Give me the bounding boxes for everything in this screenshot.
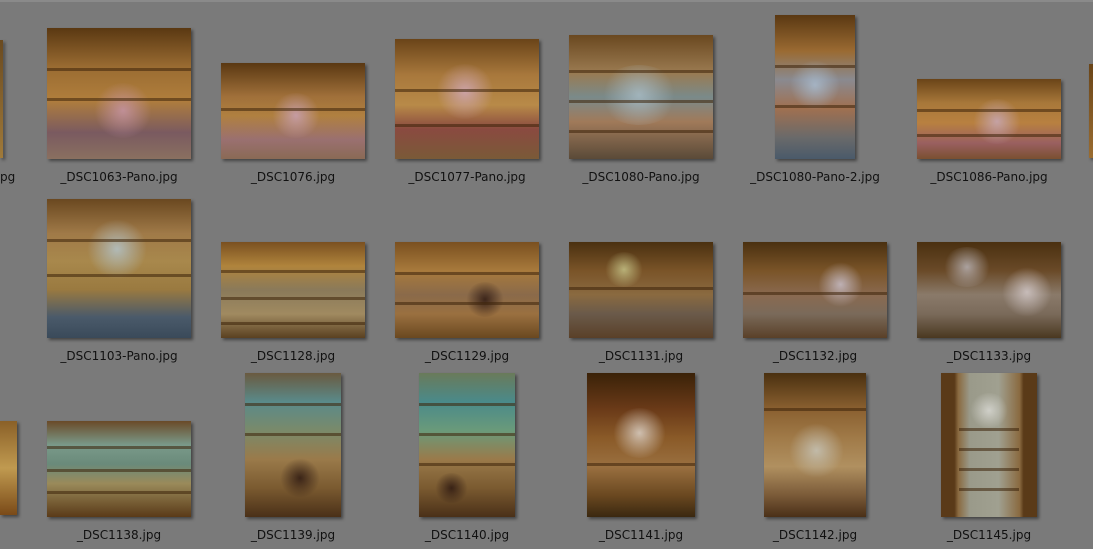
file-item[interactable]: _DSC1080-Pano.jpg — [561, 20, 721, 190]
file-item[interactable]: _DSC1080-Pano-2.jpg — [735, 15, 895, 190]
thumbnail-image[interactable] — [221, 242, 365, 338]
thumbnail-image[interactable] — [941, 373, 1037, 517]
file-item[interactable]: _DSC1131.jpg — [561, 199, 721, 369]
file-label: _DSC1138.jpg — [76, 528, 162, 542]
file-label: _DSC1139.jpg — [250, 528, 336, 542]
file-item[interactable]: _DSC1132.jpg — [735, 199, 895, 369]
thumbnail-partial-left-row1[interactable] — [0, 40, 3, 158]
file-label: _DSC1128.jpg — [250, 349, 336, 363]
thumbnail-image[interactable] — [917, 79, 1061, 159]
thumbnail-image[interactable] — [764, 373, 866, 517]
thumbnail-image[interactable] — [47, 28, 191, 159]
thumbnail-partial-right-row1[interactable] — [1089, 64, 1093, 158]
file-label-partial-left: pg — [0, 170, 16, 184]
thumbnail-partial-left-row3[interactable] — [0, 421, 17, 515]
thumbnail-image[interactable] — [775, 15, 855, 159]
window-top-border — [0, 0, 1093, 2]
file-label: _DSC1129.jpg — [424, 349, 510, 363]
file-item[interactable]: _DSC1133.jpg — [909, 199, 1069, 369]
thumbnail-image[interactable] — [419, 373, 515, 517]
file-label: _DSC1145.jpg — [946, 528, 1032, 542]
file-item[interactable]: _DSC1129.jpg — [387, 199, 547, 369]
thumbnail-image[interactable] — [917, 242, 1061, 338]
file-item[interactable]: _DSC1139.jpg — [213, 373, 373, 548]
file-item[interactable]: _DSC1138.jpg — [39, 378, 199, 548]
file-item[interactable]: _DSC1076.jpg — [213, 20, 373, 190]
file-label: _DSC1132.jpg — [772, 349, 858, 363]
file-item[interactable]: _DSC1140.jpg — [387, 373, 547, 548]
thumbnail-image[interactable] — [245, 373, 341, 517]
thumbnail-image[interactable] — [221, 63, 365, 159]
file-label: _DSC1133.jpg — [946, 349, 1032, 363]
file-item[interactable]: _DSC1077-Pano.jpg — [387, 20, 547, 190]
file-item[interactable]: _DSC1141.jpg — [561, 373, 721, 548]
thumbnail-image[interactable] — [395, 242, 539, 338]
file-item[interactable]: _DSC1086-Pano.jpg — [909, 20, 1069, 190]
file-label: _DSC1080-Pano-2.jpg — [750, 170, 880, 184]
file-item[interactable]: _DSC1103-Pano.jpg — [39, 199, 199, 369]
thumbnail-image[interactable] — [569, 242, 713, 338]
file-label: _DSC1140.jpg — [424, 528, 510, 542]
file-label: _DSC1142.jpg — [772, 528, 858, 542]
file-label: _DSC1141.jpg — [598, 528, 684, 542]
thumbnail-image[interactable] — [743, 242, 887, 338]
file-item[interactable]: _DSC1063-Pano.jpg — [39, 20, 199, 190]
file-label: _DSC1086-Pano.jpg — [930, 170, 1048, 184]
thumbnail-image[interactable] — [587, 373, 695, 517]
file-label: _DSC1076.jpg — [250, 170, 336, 184]
thumbnail-image[interactable] — [569, 35, 713, 159]
file-item[interactable]: _DSC1128.jpg — [213, 199, 373, 369]
file-item[interactable]: _DSC1145.jpg — [909, 373, 1069, 548]
thumbnail-image[interactable] — [395, 39, 539, 159]
file-label: _DSC1063-Pano.jpg — [60, 170, 178, 184]
file-label: _DSC1131.jpg — [598, 349, 684, 363]
file-label: _DSC1080-Pano.jpg — [582, 170, 700, 184]
thumbnail-image[interactable] — [47, 199, 191, 338]
thumbnail-image[interactable] — [47, 421, 191, 517]
file-item[interactable]: _DSC1142.jpg — [735, 373, 895, 548]
file-label: _DSC1077-Pano.jpg — [408, 170, 526, 184]
file-label: _DSC1103-Pano.jpg — [60, 349, 178, 363]
